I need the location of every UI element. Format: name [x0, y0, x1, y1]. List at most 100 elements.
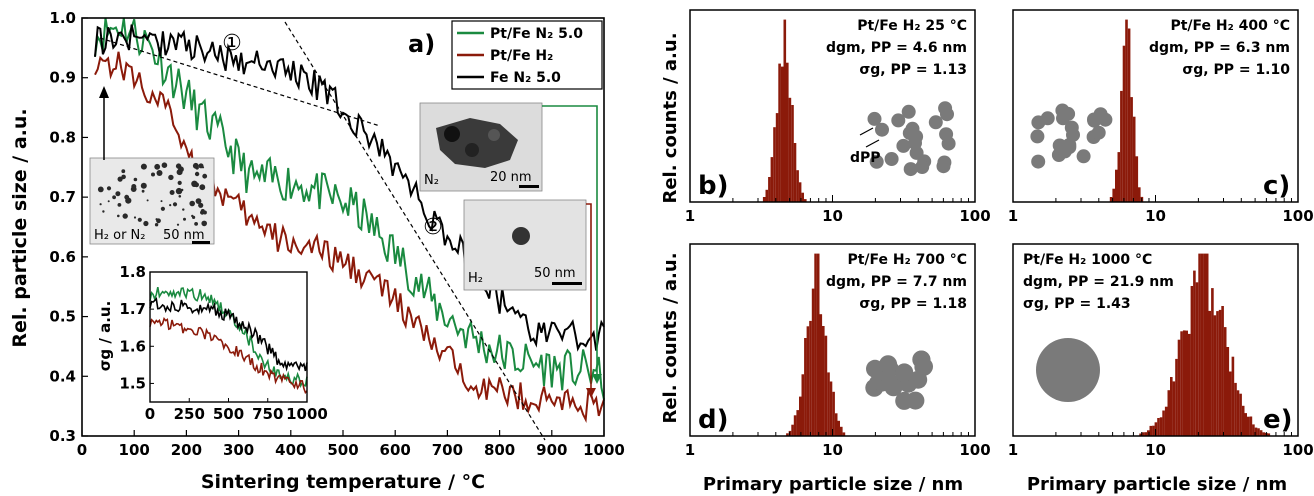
- particle-circle: [896, 138, 911, 153]
- panel-title-line: Pt/Fe H₂ 400 °C: [1170, 18, 1290, 34]
- x-tick-label: 800: [484, 441, 515, 459]
- dpp-label: dPP: [850, 150, 881, 166]
- x-tick-label: 100: [1282, 441, 1313, 459]
- tem-speck: [201, 220, 207, 227]
- tem-speck: [198, 202, 204, 208]
- histogram-bar: [1198, 253, 1201, 436]
- histogram-bar: [1188, 333, 1191, 436]
- panel-title-line: dgm, PP = 21.9 nm: [1023, 274, 1174, 290]
- particle-circle: [884, 378, 903, 397]
- connector-red: [586, 203, 592, 392]
- inset-x-tick-label: 250: [174, 405, 205, 423]
- histogram-bar: [834, 413, 838, 436]
- legend: Pt/Fe N₂ 5.0 Pt/Fe H₂ Fe N₂ 5.0: [451, 20, 603, 90]
- dpp-arrow: [865, 139, 880, 148]
- histogram-bar: [1208, 310, 1212, 436]
- histogram-bar: [1147, 430, 1150, 436]
- plot-frame-a: [81, 17, 605, 437]
- x-tick-label: 1: [685, 207, 695, 225]
- histogram-bar: [1213, 315, 1217, 436]
- tem-scale: 50 nm: [534, 266, 576, 281]
- histogram-bar: [822, 326, 825, 436]
- histogram-bar: [1132, 116, 1136, 202]
- histogram-bar: [799, 396, 802, 436]
- particle-circle: [1064, 120, 1079, 135]
- tem-speck: [178, 195, 182, 198]
- histogram-bar: [1239, 393, 1242, 436]
- histogram-bar: [1221, 306, 1224, 436]
- histogram-bar: [786, 433, 789, 436]
- tem-speck: [106, 186, 112, 191]
- histogram-bar: [1172, 381, 1176, 436]
- histogram-bar: [1139, 433, 1142, 436]
- inset-y-tick-label: 1.7: [119, 300, 146, 318]
- inset-y-tick-label: 1.6: [119, 337, 146, 355]
- panel-title-line: Pt/Fe H₂ 1000 °C: [1023, 252, 1152, 268]
- histogram-bar: [1234, 382, 1237, 436]
- particle-circle: [909, 145, 924, 160]
- x-tick-label: 10: [1145, 441, 1166, 459]
- particle-circle: [875, 122, 889, 137]
- histogram-bar: [842, 432, 846, 436]
- particle-circle: [915, 160, 930, 174]
- particle-circle: [891, 113, 906, 128]
- connector-red-head: [586, 388, 596, 398]
- histogram-bar: [1167, 390, 1171, 436]
- histogram-bar: [827, 372, 830, 436]
- histogram-bar: [1122, 45, 1126, 203]
- plot-frame: [689, 9, 976, 203]
- histogram-bar: [1231, 356, 1235, 436]
- histogram-bar: [770, 157, 774, 202]
- tem-speck: [112, 195, 116, 200]
- particle-circle: [869, 154, 884, 169]
- histogram-bar: [786, 62, 789, 203]
- particle-circle: [1031, 154, 1046, 169]
- panel-label: b): [698, 171, 729, 201]
- y-tick-label: 0.4: [49, 367, 76, 385]
- histogram-bar: [798, 182, 802, 202]
- inset-y-tick-label: 1.8: [119, 263, 146, 281]
- tem-speck: [172, 202, 178, 207]
- particle-circle: [937, 155, 952, 170]
- particle-circle: [915, 357, 933, 376]
- tem-speck: [189, 200, 195, 207]
- particle-circle: [1087, 112, 1101, 127]
- histogram-panel: 1 10 100 d) Pt/Fe H₂ 700 °C dgm, PP = 7.7 nm σ…: [685, 243, 991, 459]
- panel-title-line: σg, PP = 1.43: [1023, 296, 1131, 312]
- panel-label: e): [1263, 405, 1293, 435]
- tem-image-agglomerate: H₂ or N₂ 50 nm: [89, 157, 215, 245]
- histogram-bar: [1175, 358, 1178, 436]
- histogram-bar: [829, 381, 833, 436]
- y-tick-label: 0.9: [49, 69, 76, 87]
- inset-series-line: [149, 317, 308, 395]
- histogram-bar: [793, 415, 797, 436]
- tem-speck: [194, 171, 200, 177]
- particle-circle: [1040, 111, 1055, 126]
- axis-ticks-a: 0 100 200 300 400 500 600 700 800 900 1000 0.3 0.4 0.…: [49, 9, 624, 459]
- series-lines-a: [94, 17, 605, 424]
- particle-circle: [939, 127, 954, 142]
- tem-speck: [140, 182, 147, 189]
- x-tick-label: 10: [822, 441, 843, 459]
- particle-circle: [1091, 125, 1106, 140]
- histogram-bar: [1182, 330, 1186, 436]
- tem-speck: [182, 208, 185, 211]
- tem-label: H₂ or N₂: [94, 228, 146, 243]
- x-tick-label: 900: [536, 441, 567, 459]
- particle-circle: [1030, 129, 1045, 144]
- histogram-bar: [832, 391, 835, 436]
- tem-speck: [117, 203, 122, 207]
- histogram-bar: [1262, 432, 1265, 436]
- histogram-bar: [783, 19, 787, 202]
- tem-speck: [161, 162, 168, 168]
- tem-speck: [168, 174, 174, 181]
- histogram-bar: [1236, 390, 1240, 436]
- dpp-arrow: [859, 127, 874, 136]
- y-tick-label: 0.8: [49, 128, 76, 146]
- histogram-bar: [1193, 270, 1196, 436]
- x-tick-label: 700: [432, 441, 463, 459]
- particle-circle: [903, 162, 918, 177]
- tem-speck: [181, 188, 184, 192]
- panel-label: c): [1263, 171, 1290, 201]
- x-tick-label: 100: [119, 441, 150, 459]
